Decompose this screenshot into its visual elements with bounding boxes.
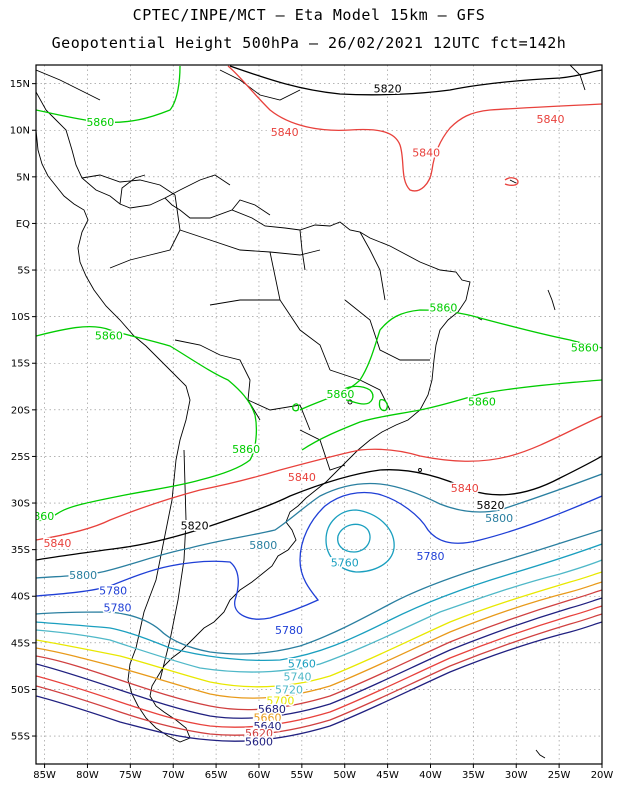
contour-5740 — [36, 559, 602, 673]
contour-label: 5860 — [468, 395, 496, 408]
contour-5840-loop — [504, 177, 519, 186]
contour-label: 5720 — [275, 683, 303, 696]
lon-tick-label: 40W — [419, 770, 442, 781]
lon-tick-label: 70W — [162, 770, 185, 781]
contour-label: 5600 — [245, 736, 273, 749]
contour-5760 — [36, 543, 602, 662]
lat-tick-label: 50S — [11, 685, 30, 696]
contour-5780-south — [36, 529, 602, 655]
contour-label: 5800 — [485, 512, 513, 525]
contour-5840-south — [36, 415, 602, 541]
title-line-1: CPTEC/INPE/MCT – Eta Model 15km – GFS — [132, 6, 486, 24]
lat-tick-label: 15S — [11, 359, 30, 370]
contour-5700 — [36, 581, 602, 699]
contour-label: 5820 — [374, 82, 402, 95]
lat-tick-label: 40S — [11, 592, 30, 603]
contour-5860-north — [36, 65, 181, 124]
contour-5840-north — [227, 65, 602, 192]
contour-label: 5760 — [288, 657, 316, 670]
lon-tick-label: 80W — [76, 770, 99, 781]
lat-tick-label: 25S — [11, 452, 30, 463]
contour-5660 — [36, 597, 602, 719]
contour-label: 5780 — [416, 550, 444, 563]
lon-tick-label: 65W — [205, 770, 228, 781]
lat-tick-label: EQ — [16, 219, 30, 230]
contour-5820-south — [36, 455, 602, 561]
contour-label: 5640 — [254, 720, 282, 733]
contour-label: 5840 — [288, 471, 316, 484]
contour-5600 — [36, 621, 602, 742]
axis-ticks: 15N10N5NEQ5S10S15S20S25S30S35S40S45S50S5… — [10, 79, 614, 781]
lat-tick-label: 55S — [11, 732, 30, 743]
contour-5820-north — [229, 65, 602, 96]
contour-label: 5860 — [95, 329, 123, 342]
contour-label: 5860 — [326, 388, 354, 401]
graticule-grid — [36, 65, 603, 764]
contour-5860-east — [299, 309, 602, 411]
lon-tick-label: 45W — [376, 770, 399, 781]
lat-tick-label: 15N — [10, 79, 30, 90]
lat-tick-label: 30S — [11, 499, 30, 510]
lon-tick-label: 60W — [248, 770, 271, 781]
contour-label: 5780 — [103, 601, 131, 614]
contour-5720 — [36, 571, 602, 688]
lon-tick-label: 85W — [33, 770, 56, 781]
contour-5680 — [36, 589, 602, 711]
contour-label: 5740 — [284, 670, 312, 683]
map-frame — [35, 64, 603, 765]
contour-5860-coast-loop — [378, 398, 388, 412]
lon-tick-label: 50W — [333, 770, 356, 781]
contour-labels: 5820 5840 5840 5840 5860 5860 5860 5860 5860 5860… — [26, 81, 600, 750]
contour-label: 5660 — [254, 711, 282, 724]
contour-5860-south-east — [301, 379, 602, 451]
lat-tick-label: 35S — [11, 545, 30, 556]
contour-label: 5860 — [26, 510, 54, 523]
lon-tick-label: 55W — [291, 770, 314, 781]
contour-label: 5760 — [331, 557, 359, 570]
contour-label: 5780 — [99, 585, 127, 598]
contour-label: 5820 — [181, 519, 209, 532]
contour-label: 5700 — [266, 695, 294, 708]
contour-label: 5680 — [258, 703, 286, 716]
contour-5860-brazil-loop — [339, 385, 374, 405]
contour-5860-mid — [36, 326, 257, 522]
contour-5760-low-center — [337, 523, 371, 553]
contour-5640 — [36, 605, 602, 728]
contour-label: 5620 — [245, 727, 273, 740]
contour-label: 5780 — [275, 624, 303, 637]
title-line-2: Geopotential Height 500hPa – 26/02/2021 … — [51, 34, 567, 52]
contour-label: 5840 — [43, 537, 71, 550]
lat-tick-label: 20S — [11, 405, 30, 416]
lat-tick-label: 10S — [11, 312, 30, 323]
contour-label: 5800 — [249, 539, 277, 552]
contour-label: 5860 — [571, 341, 599, 354]
lon-tick-label: 20W — [591, 770, 614, 781]
geopotential-contours — [36, 65, 602, 742]
contour-5800 — [36, 473, 602, 579]
contour-label: 5840 — [537, 113, 565, 126]
lat-tick-label: 5S — [17, 266, 30, 277]
lon-tick-label: 35W — [462, 770, 485, 781]
lat-tick-label: 5N — [16, 172, 30, 183]
contour-label: 5860 — [232, 443, 260, 456]
contour-5860-small-loop — [292, 403, 300, 412]
contour-5760-inner — [325, 509, 395, 573]
contour-5780-outer — [36, 491, 602, 620]
contour-label: 5840 — [271, 126, 299, 139]
contour-label: 5840 — [412, 147, 440, 160]
lon-tick-label: 25W — [548, 770, 571, 781]
lon-tick-label: 30W — [505, 770, 528, 781]
contour-label: 5840 — [451, 482, 479, 495]
contour-label: 5820 — [477, 499, 505, 512]
contour-label: 5800 — [69, 569, 97, 582]
contour-5620 — [36, 613, 602, 736]
contour-label: 5860 — [429, 301, 457, 314]
lat-tick-label: 10N — [10, 126, 30, 137]
lat-tick-label: 45S — [11, 638, 30, 649]
lon-tick-label: 75W — [119, 770, 142, 781]
contour-label: 5860 — [86, 116, 114, 129]
